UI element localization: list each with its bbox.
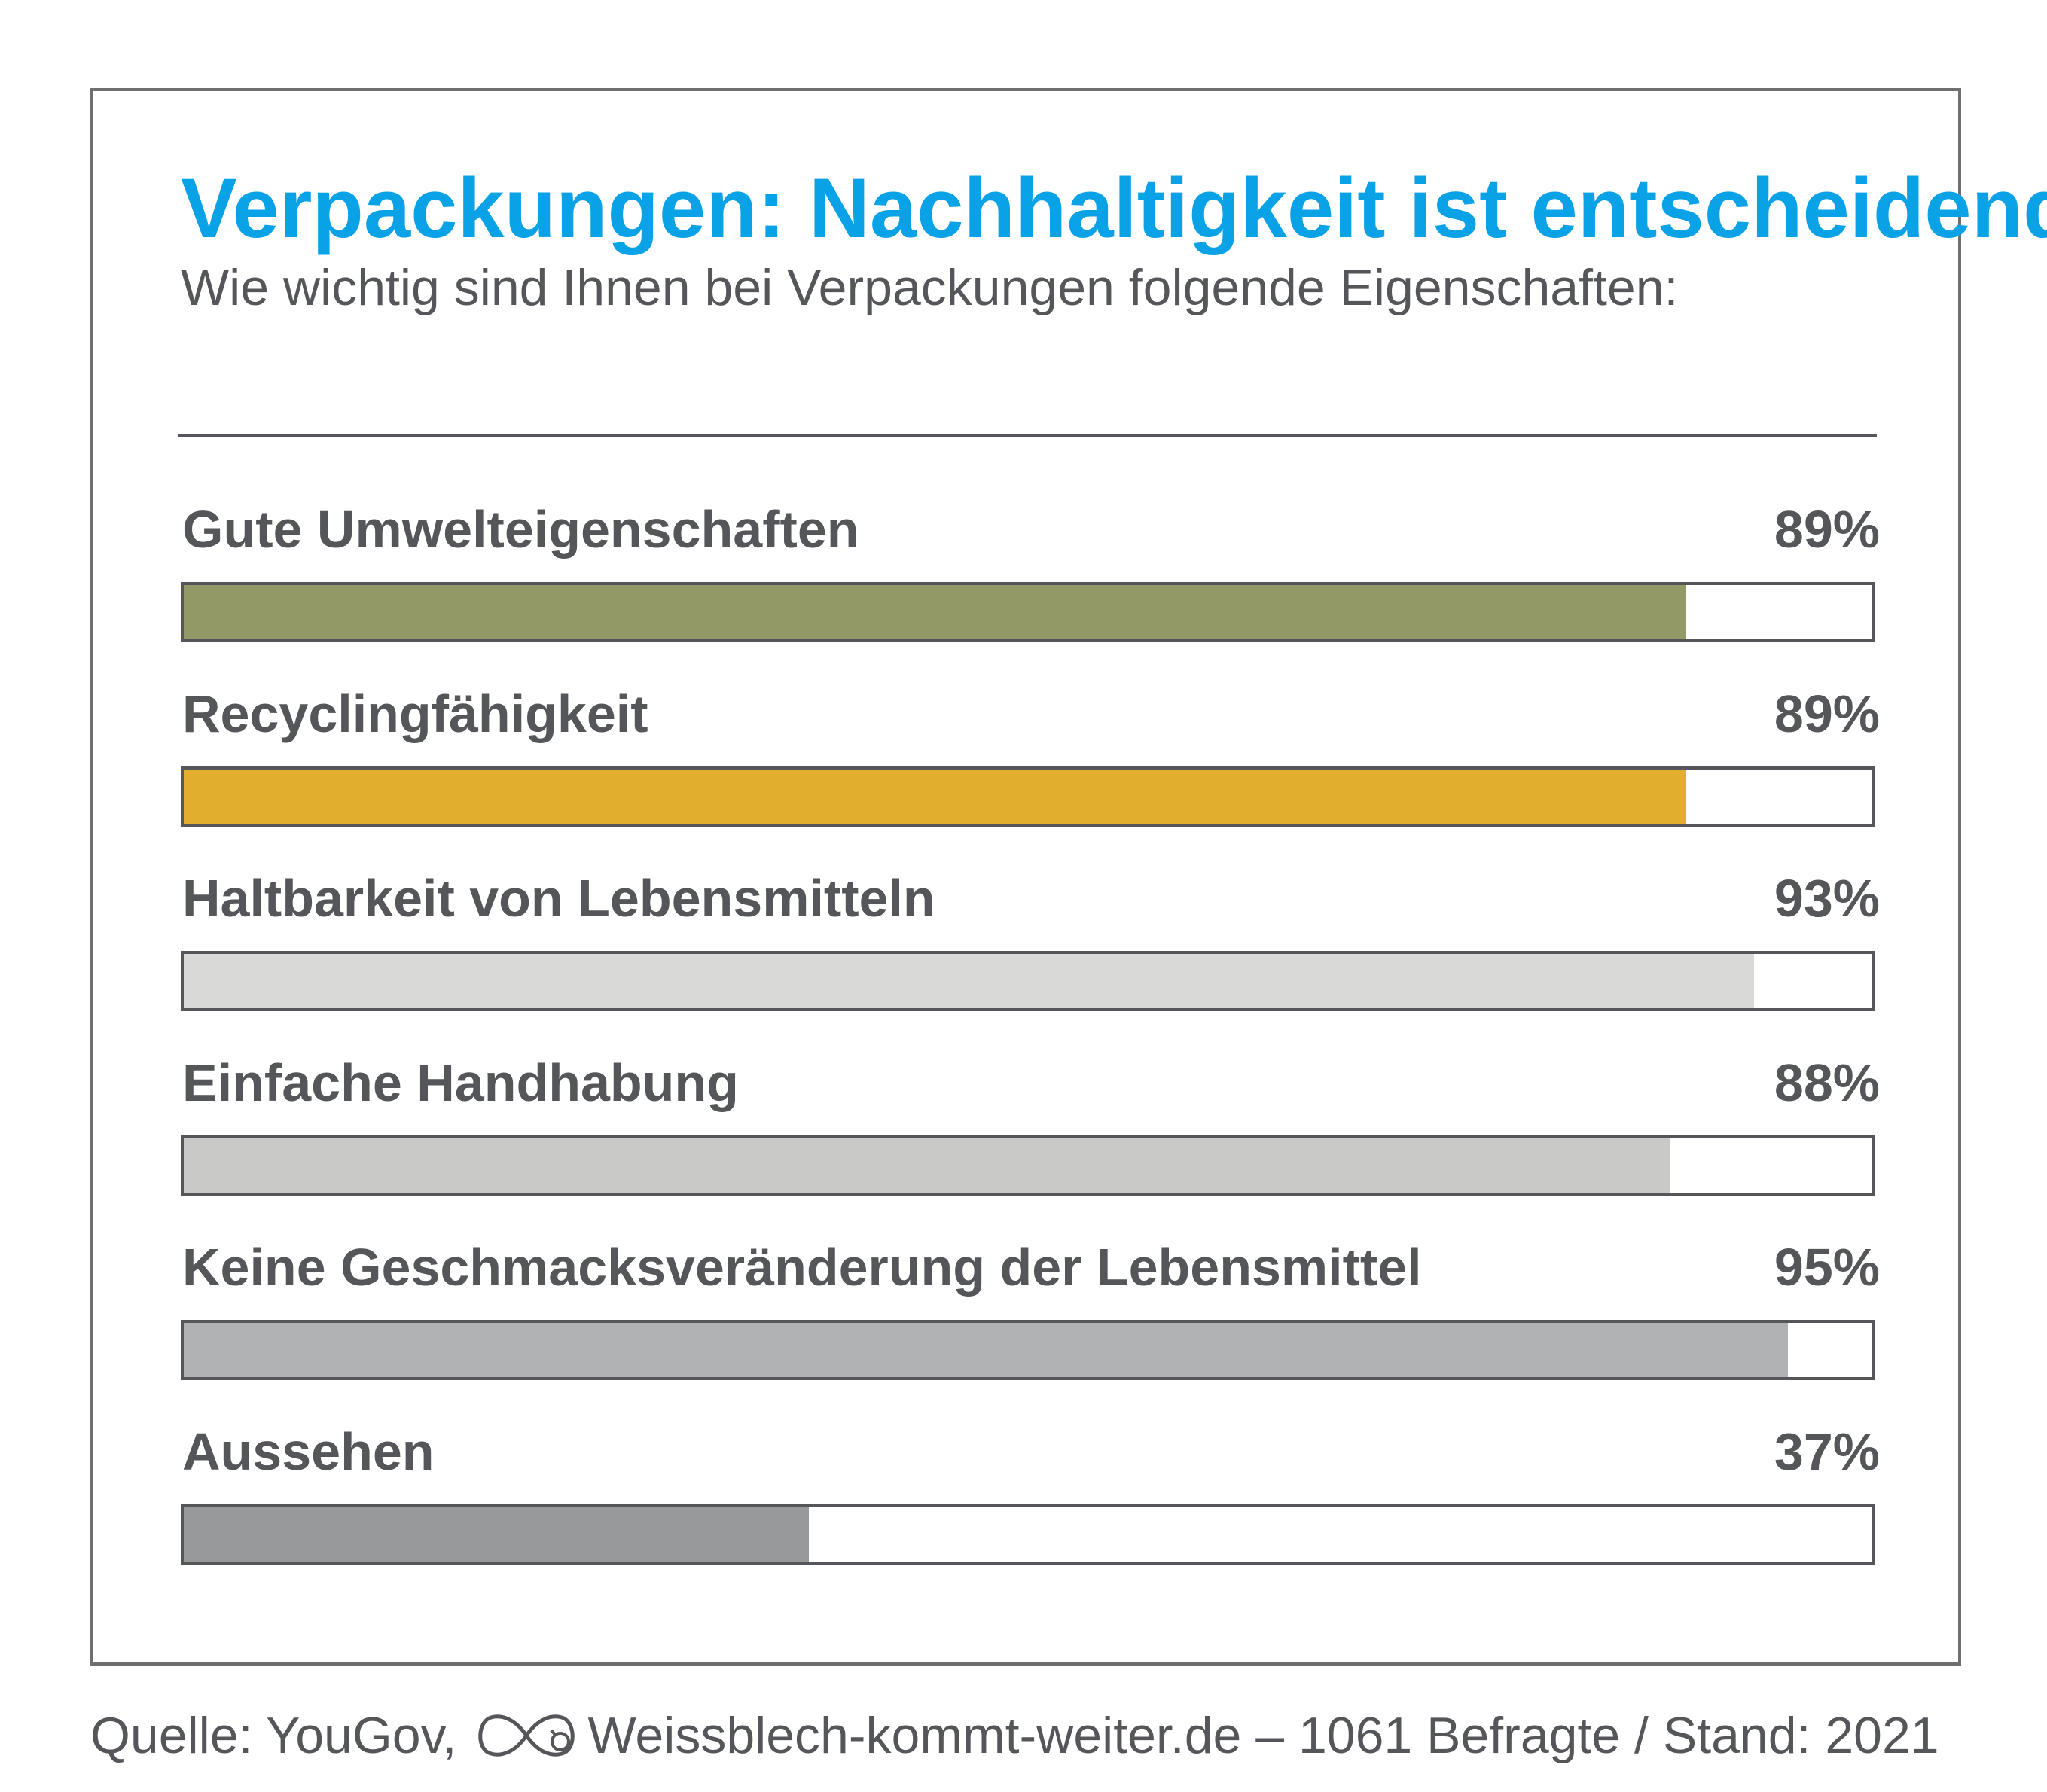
divider [178,434,1877,437]
infinity-logo-icon [478,1714,575,1757]
bar-track [181,582,1875,642]
bar [184,770,1687,824]
bar-track [181,766,1875,827]
bar-value-label: 89% [1774,684,1880,743]
bar [184,954,1755,1008]
bar-track [181,1504,1875,1565]
source-footer: Quelle: YouGov, Weissblech-kommt-weiter.… [90,1698,1961,1773]
source-rest: Weissblech-kommt-weiter.de – 1061 Befrag… [587,1706,1939,1764]
bar-row: Recyclingfähigkeit 89% [181,685,1880,836]
bar-label: Keine Geschmacksveränderung der Lebensmi… [182,1238,1422,1297]
bar-label: Recyclingfähigkeit [182,684,648,743]
bar [184,1507,809,1562]
bar-value-label: 93% [1774,869,1880,928]
bar-row: Einfache Handhabung 88% [181,1054,1880,1205]
bar-track [181,951,1875,1011]
bar-label: Gute Umwelteigenschaften [182,500,859,559]
bar-label: Einfache Handhabung [182,1053,739,1112]
bar [184,1138,1670,1193]
bar-label: Haltbarkeit von Lebensmitteln [182,869,935,928]
bar-track [181,1135,1875,1196]
bar-row: Keine Geschmacksveränderung der Lebensmi… [181,1239,1880,1389]
chart-subtitle: Wie wichtig sind Ihnen bei Verpackungen … [181,259,1679,316]
bar-row: Aussehen 37% [181,1423,1880,1574]
bar-value-label: 88% [1774,1053,1880,1112]
chart-frame [90,88,1961,1666]
bar-value-label: 37% [1774,1422,1880,1481]
bar [184,585,1687,639]
bar-value-label: 89% [1774,500,1880,559]
bar-track [181,1320,1875,1380]
bar-row: Gute Umwelteigenschaften 89% [181,501,1880,651]
bar-label: Aussehen [182,1422,435,1481]
bar-row: Haltbarkeit von Lebensmitteln 93% [181,870,1880,1020]
bar-value-label: 95% [1774,1238,1880,1297]
chart-title: Verpackungen: Nachhaltigkeit ist entsche… [181,161,2047,255]
source-prefix: Quelle: YouGov, [90,1706,457,1764]
bar [184,1323,1788,1377]
